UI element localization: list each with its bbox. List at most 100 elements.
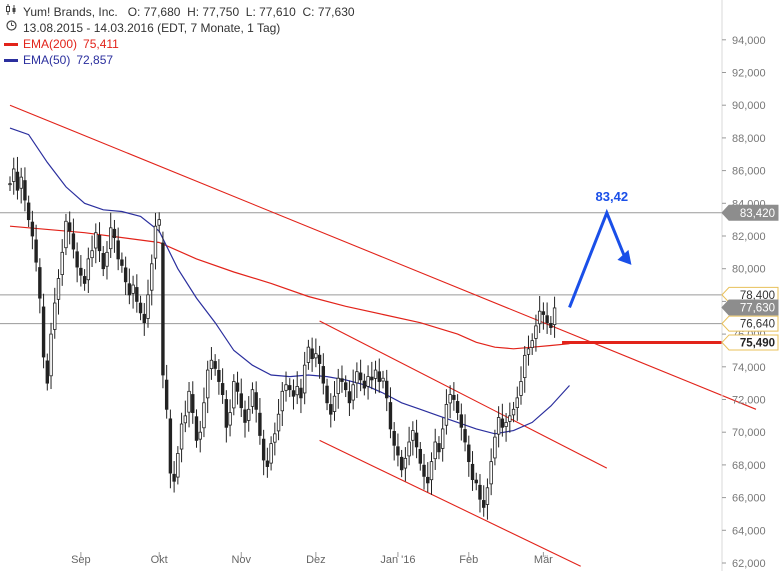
candle-body [168,418,173,474]
price-label-box [721,334,779,351]
candle-body [414,432,419,448]
candle-body [537,310,542,325]
ema50-value: 72,857 [76,53,114,67]
candle-body [254,392,258,410]
candle-body [291,390,296,397]
candle-body [493,436,497,459]
candle-body [474,479,478,484]
candle-body [123,267,128,283]
y-tick-label: 80,000 [732,264,766,276]
candle-body [306,346,311,363]
legend-range-row: 13.08.2015 - 14.03.2016 (EDT, 7 Monate, … [4,20,355,36]
y-tick-label: 70,000 [732,427,766,439]
candle-body [153,225,158,259]
candle-body [302,364,307,394]
candle-body [448,394,452,404]
candle-body [202,402,206,429]
y-tick-label: 86,000 [732,166,766,178]
candle-body [179,423,184,450]
candle-body [444,404,449,426]
price-label-box [721,315,779,332]
axis-layer: 62,000 64,000 66,000 68,000 70,000 72,000 74,0… [71,0,779,571]
candles-layer [8,156,557,520]
candle-body [235,382,240,392]
x-tick-label: Okt [151,554,168,566]
candle-body [351,384,355,401]
legend-ohlc-row: Yum! Brands, Inc. O: 77,680 H: 77,750 L:… [4,4,355,20]
ema200-label: EMA(200) [23,37,78,51]
candle-body [467,444,471,463]
forecast-arrow [568,208,627,308]
candle-body [418,448,422,464]
candle-chart-icon [4,4,18,20]
candle-body [15,171,20,191]
candle-body [545,315,549,324]
candle-body [407,441,411,457]
candle-body [243,409,247,423]
legend-ema50-row: EMA(50) 72,857 [4,52,355,68]
candle-body [459,414,464,428]
forecast-arrowhead [617,249,632,265]
x-tick-label: Dez [306,554,326,566]
y-tick-label: 62,000 [732,558,766,570]
candle-body [269,443,273,464]
candle-body [150,263,154,291]
candle-body [273,433,277,443]
candle-body [79,267,83,276]
candle-body [366,376,370,387]
candle-body [437,443,441,453]
candle-body [482,500,486,508]
candle-body [317,354,322,364]
candle-body [90,250,94,259]
candle-body [295,386,299,396]
forecast-target-label: 83,42 [596,189,629,204]
candle-body [157,219,161,226]
candle-body [440,428,445,449]
ema200-swatch [4,42,18,46]
candle-body [392,430,396,446]
candle-body [53,302,57,330]
candle-body [228,412,232,426]
price-label-text: 77,630 [740,302,775,314]
candle-body [411,430,415,441]
candle-body [94,232,98,249]
candle-body [426,476,430,484]
candle-body [541,311,546,315]
candle-body [478,484,482,500]
price-label-text: 75,490 [740,337,775,349]
y-tick-label: 94,000 [732,35,766,47]
candle-body [526,348,531,355]
candle-body [112,228,117,239]
candle-body [385,380,389,399]
candle-body [362,380,367,389]
candle-body [138,302,143,314]
candle-body [429,461,434,481]
candle-body [232,381,236,409]
candle-body [198,431,202,440]
price-label: 75,490 [721,334,779,351]
candle-body [49,333,53,377]
candle-body [381,377,385,382]
candle-body [146,294,150,319]
candle-body [19,176,23,189]
candle-body [347,391,352,404]
chart-legend: Yum! Brands, Inc. O: 77,680 H: 77,750 L:… [4,4,355,68]
candle-body [60,251,64,275]
candle-body [463,429,467,443]
candle-body [109,227,113,250]
candle-body [217,369,221,382]
candle-body [519,381,523,396]
candle-body [496,417,501,435]
candle-body [508,415,512,422]
candle-body [101,253,105,270]
ema200-value: 75,411 [83,37,119,51]
candle-body [552,307,557,326]
candle-body [172,473,176,482]
ema200-line [9,225,570,350]
legend-ema200-row: EMA(200) 75,411 [4,36,355,52]
candle-body [38,267,42,299]
ema50-label: EMA(50) [23,53,71,67]
candle-body [105,251,109,267]
candle-body [97,235,102,252]
